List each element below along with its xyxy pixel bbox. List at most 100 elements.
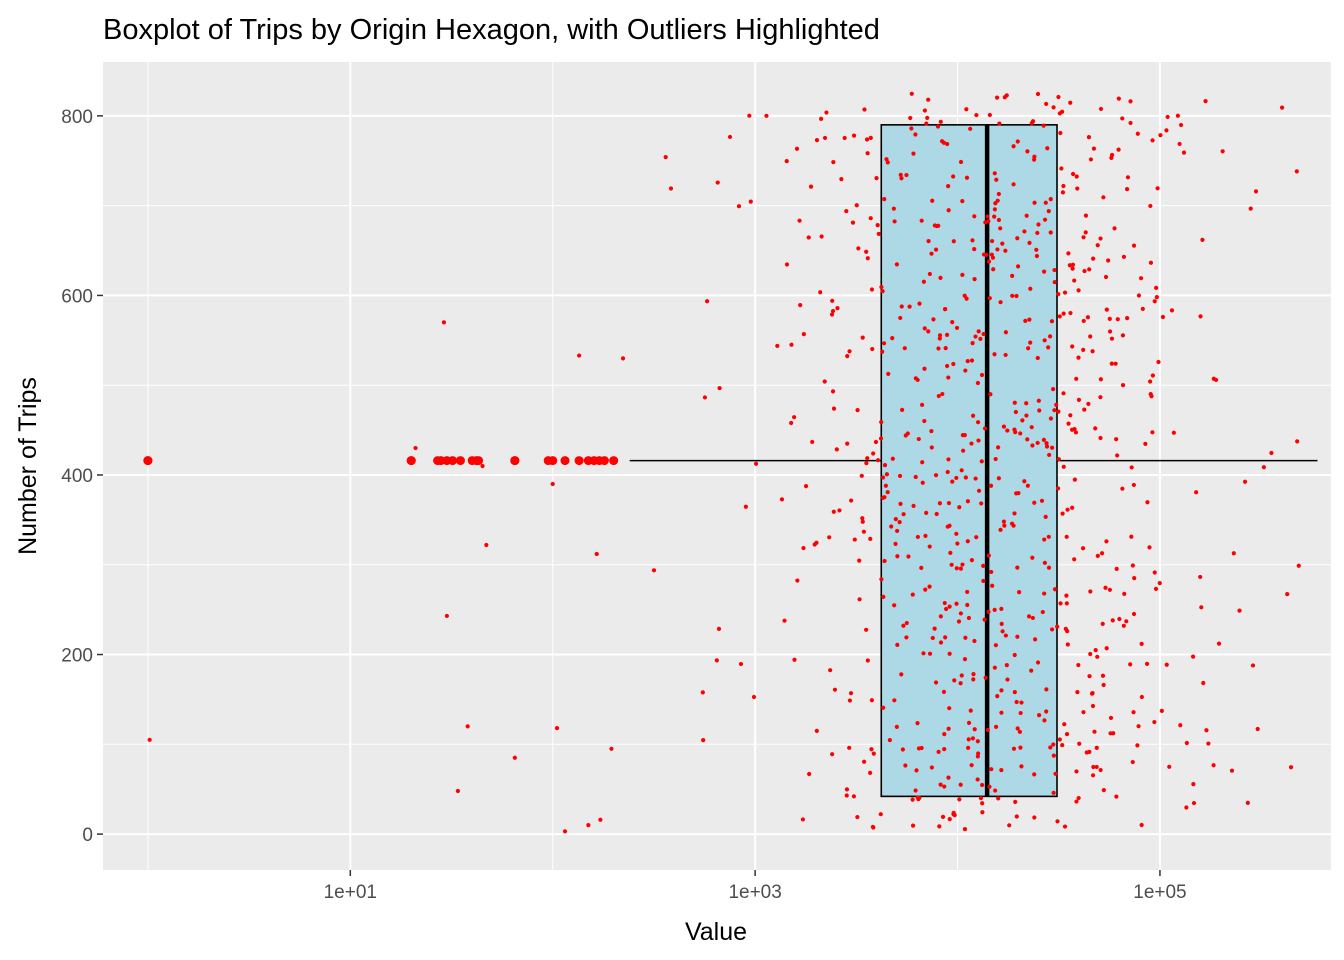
data-point (1072, 477, 1077, 482)
data-point (915, 720, 920, 726)
data-point (1027, 317, 1032, 322)
data-point (897, 520, 902, 525)
data-point (898, 172, 903, 177)
data-point (976, 488, 982, 493)
y-axis-title: Number of Trips (14, 377, 42, 555)
data-point (913, 788, 918, 793)
data-point (751, 694, 757, 700)
data-point (958, 566, 963, 571)
data-point (1014, 699, 1019, 705)
data-point (1049, 319, 1055, 324)
outlier-point (455, 456, 465, 466)
data-point (926, 329, 931, 334)
data-point (1115, 317, 1120, 322)
data-point (924, 510, 929, 515)
data-point (927, 651, 933, 656)
data-point (1106, 258, 1111, 263)
data-point (962, 293, 967, 298)
data-point (959, 468, 964, 473)
data-point (1077, 741, 1082, 746)
data-point (1075, 690, 1080, 695)
data-point (1095, 654, 1100, 659)
data-point (976, 438, 981, 443)
data-point (1122, 591, 1127, 597)
data-point (844, 787, 850, 792)
data-point (1061, 311, 1066, 316)
data-point (1250, 663, 1256, 668)
data-point (989, 767, 994, 772)
data-point (598, 817, 603, 822)
data-point (810, 439, 815, 445)
data-point (1013, 409, 1018, 415)
data-point (980, 810, 985, 815)
data-point (941, 689, 947, 694)
data-point (958, 611, 963, 616)
data-point (1060, 742, 1065, 748)
data-point (1001, 519, 1007, 524)
data-point (998, 300, 1003, 305)
data-point (1012, 400, 1017, 405)
data-point (484, 542, 489, 548)
data-point (1024, 401, 1029, 406)
data-point (1005, 677, 1010, 682)
data-point (938, 782, 943, 787)
data-point (946, 208, 951, 213)
data-point (1011, 182, 1016, 187)
data-point (801, 545, 806, 551)
data-point (995, 198, 1000, 203)
data-point (1159, 708, 1164, 713)
data-point (1018, 431, 1023, 436)
data-point (1120, 116, 1125, 121)
data-point (1090, 349, 1095, 354)
data-point (1035, 440, 1040, 446)
data-point (1158, 133, 1163, 138)
data-point (844, 793, 849, 798)
data-point (926, 97, 931, 102)
data-point (830, 752, 835, 757)
data-point (882, 558, 887, 564)
data-point (1076, 355, 1081, 360)
data-point (1048, 230, 1053, 235)
data-point (982, 426, 988, 431)
data-point (1052, 267, 1057, 273)
data-point (792, 657, 797, 662)
data-point (1110, 618, 1115, 623)
data-point (834, 447, 839, 452)
data-point (873, 439, 879, 445)
data-point (954, 601, 959, 606)
data-point (814, 728, 819, 733)
data-point (814, 137, 820, 143)
data-point (956, 619, 962, 624)
data-point (1046, 534, 1051, 539)
data-point (883, 483, 888, 488)
data-point (784, 158, 789, 164)
data-point (924, 121, 929, 126)
data-point (1027, 240, 1032, 245)
data-point (1030, 555, 1035, 560)
data-point (1103, 585, 1108, 590)
data-point (1019, 700, 1024, 705)
data-point (855, 814, 860, 820)
data-point (1156, 359, 1161, 365)
data-point (1044, 444, 1050, 449)
data-point (929, 251, 934, 256)
data-point (855, 408, 860, 413)
data-point (865, 456, 870, 461)
data-point (970, 736, 976, 741)
data-point (789, 420, 794, 426)
data-point (651, 568, 657, 573)
data-point (1043, 514, 1048, 519)
data-point (882, 463, 888, 468)
data-point (779, 497, 785, 502)
data-point (996, 796, 1001, 801)
data-point (881, 594, 886, 599)
data-point (943, 635, 948, 640)
data-point (1098, 767, 1103, 773)
data-point (1056, 292, 1061, 297)
data-point (1072, 427, 1077, 432)
data-point (1025, 149, 1030, 154)
data-point (1015, 236, 1020, 241)
data-point (951, 361, 956, 367)
data-point (993, 456, 998, 462)
data-point (1015, 264, 1021, 269)
